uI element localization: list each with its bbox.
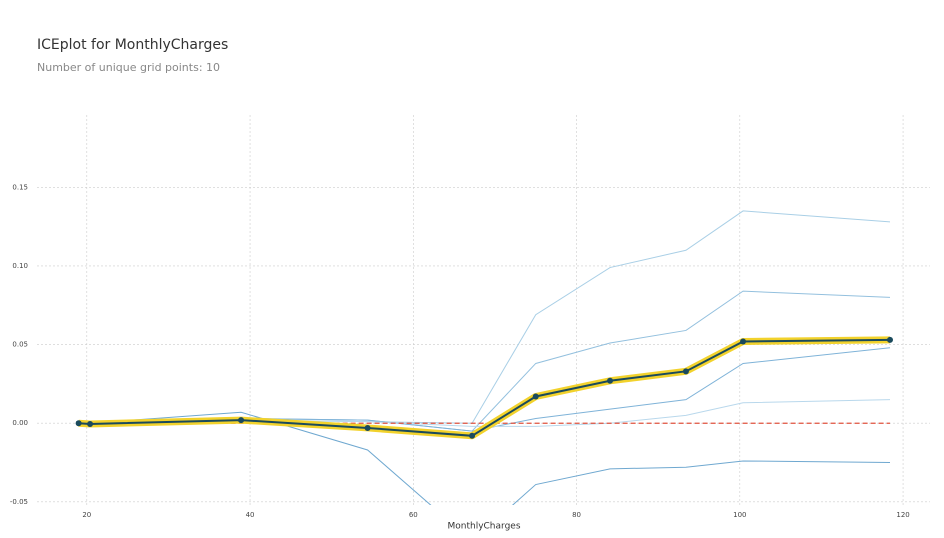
y-tick-label: 0.15 [12,183,28,191]
y-tick-label: 0.10 [12,262,28,270]
pdp-point [75,420,82,427]
chart-title: ICEplot for MonthlyCharges [37,37,228,53]
x-axis-label: MonthlyCharges [447,522,520,532]
x-tick-label: 40 [246,511,255,519]
x-tick-label: 60 [409,511,418,519]
x-tick-label: 20 [82,511,91,519]
y-tick-label: -0.05 [10,498,28,506]
x-tick-label: 120 [896,511,909,519]
pdp-point [469,432,476,439]
y-tick-label: 0.05 [12,341,28,349]
pdp-point [532,393,539,400]
x-tick-label: 80 [572,511,581,519]
grid [37,115,930,505]
pdp-line [78,338,891,437]
pdp-point [607,377,614,384]
pdp-point [887,336,894,343]
chart-subtitle: Number of unique grid points: 10 [37,61,220,74]
plot-area [75,210,894,505]
ice-line [78,210,891,424]
pdp-point [682,368,689,375]
pdp-point [364,424,371,431]
pdp-point [87,421,94,428]
pdp-point [740,338,747,345]
y-tick-label: 0.00 [12,419,28,427]
ice-line [78,411,891,505]
pdp-point [238,417,245,424]
x-tick-label: 100 [733,511,746,519]
